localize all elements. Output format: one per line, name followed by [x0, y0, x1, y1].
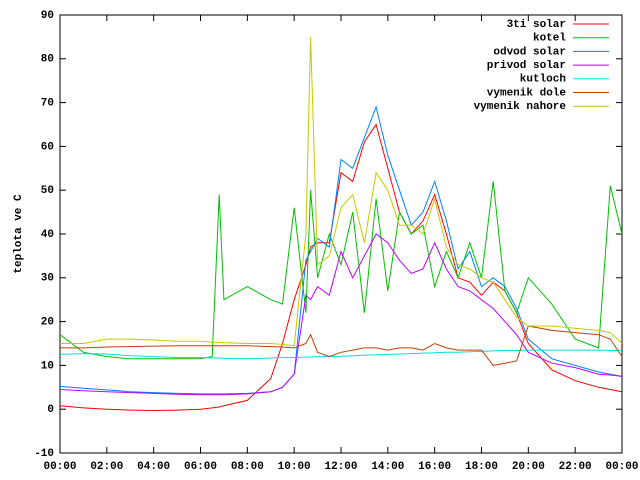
x-tick-label: 16:00	[418, 461, 451, 473]
x-tick-label: 08:00	[231, 461, 264, 473]
y-tick-label: 70	[41, 98, 54, 110]
y-tick-label: 40	[41, 229, 54, 241]
y-tick-label: 50	[41, 185, 54, 197]
x-tick-label: 02:00	[90, 461, 123, 473]
x-tick-label: 04:00	[137, 461, 170, 473]
y-tick-label: 0	[47, 404, 54, 416]
data-line	[60, 36, 623, 347]
x-tick-label: 00:00	[605, 461, 638, 473]
y-tick-label: 60	[41, 141, 54, 153]
data-line	[59, 105, 623, 395]
x-tick-label: 18:00	[465, 461, 498, 473]
y-tick-label: 90	[41, 10, 54, 22]
y-tick-label: 30	[41, 273, 54, 285]
y-tick-label: 10	[41, 360, 54, 372]
data-line	[59, 233, 623, 396]
data-line	[59, 349, 622, 360]
y-tick-label: 20	[41, 317, 54, 329]
y-axis-label: teplota ve C	[13, 194, 25, 274]
data-line	[60, 325, 623, 366]
y-tick-label: 80	[41, 54, 54, 66]
legend-label: vymenik nahore	[474, 101, 567, 113]
legend-label: vymenik dole	[487, 87, 567, 99]
legend-label: kotel	[533, 33, 566, 45]
legend-label: privod solar	[487, 60, 566, 72]
x-tick-label: 00:00	[43, 461, 76, 473]
legend-label: odvod solar	[493, 46, 566, 58]
legend-label: kutloch	[520, 74, 566, 86]
x-tick-label: 12:00	[324, 461, 357, 473]
legend-label: 3ti solar	[507, 19, 566, 31]
x-tick-label: 20:00	[512, 461, 545, 473]
x-tick-label: 22:00	[559, 461, 592, 473]
x-tick-label: 10:00	[278, 461, 311, 473]
x-tick-label: 06:00	[184, 461, 217, 473]
x-tick-label: 14:00	[371, 461, 404, 473]
y-tick-label: -10	[34, 448, 54, 460]
